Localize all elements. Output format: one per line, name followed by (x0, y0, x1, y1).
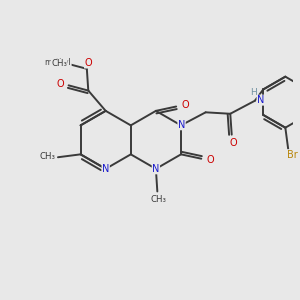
Text: N: N (102, 164, 110, 174)
Text: O: O (181, 100, 189, 110)
Text: CH₃: CH₃ (151, 195, 167, 204)
Text: N: N (178, 120, 185, 130)
Text: N: N (152, 164, 160, 174)
Text: O: O (206, 155, 214, 165)
Text: methyl: methyl (44, 58, 71, 67)
Text: CH₃: CH₃ (51, 59, 67, 68)
Text: O: O (57, 79, 64, 89)
Text: CH₃: CH₃ (40, 152, 56, 161)
Text: Br: Br (287, 150, 298, 160)
Text: O: O (85, 58, 92, 68)
Text: H: H (250, 88, 257, 97)
Text: O: O (230, 138, 237, 148)
Text: N: N (257, 95, 264, 105)
